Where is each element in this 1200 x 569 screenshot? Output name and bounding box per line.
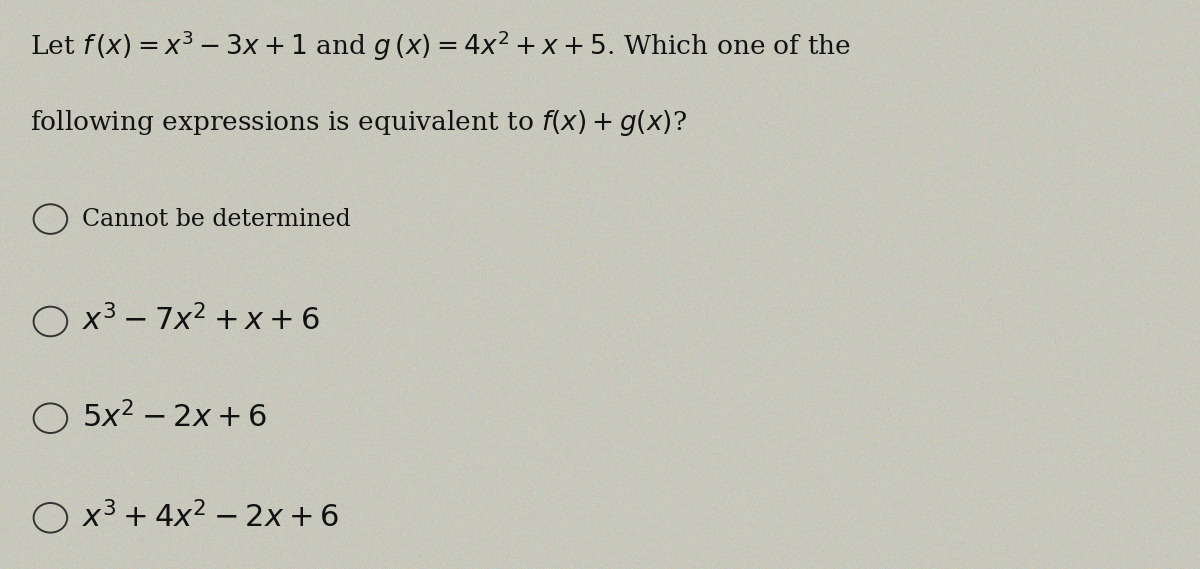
Text: $5x^2 - 2x + 6$: $5x^2 - 2x + 6$ bbox=[82, 402, 266, 435]
Text: $x^3 - 7x^2 + x + 6$: $x^3 - 7x^2 + x + 6$ bbox=[82, 305, 319, 338]
Text: following expressions is equivalent to $f(x) + g(x)$?: following expressions is equivalent to $… bbox=[30, 108, 686, 138]
Text: Let $f\,(x) = x^3 - 3x + 1$ and $g\,(x) = 4x^2 + x + 5$. Which one of the: Let $f\,(x) = x^3 - 3x + 1$ and $g\,(x) … bbox=[30, 28, 851, 63]
Text: Cannot be determined: Cannot be determined bbox=[82, 208, 350, 230]
Text: $x^3 + 4x^2 - 2x + 6$: $x^3 + 4x^2 - 2x + 6$ bbox=[82, 501, 338, 534]
